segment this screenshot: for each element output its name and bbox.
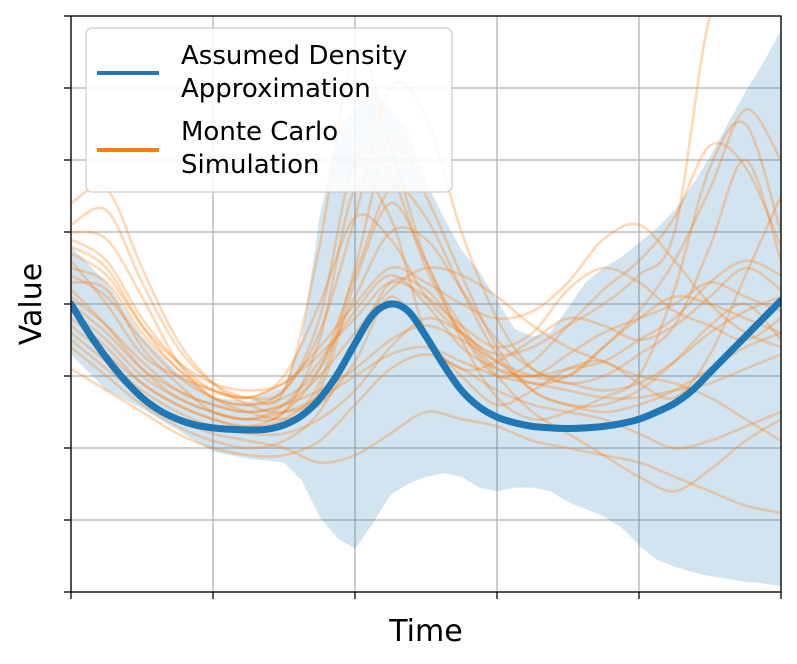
monte-carlo-path bbox=[71, 266, 781, 442]
monte-carlo-path bbox=[71, 295, 781, 414]
monte-carlo-path bbox=[71, 310, 781, 421]
axis-ticks bbox=[64, 15, 782, 599]
monte-carlo-path bbox=[71, 180, 781, 422]
monte-carlo-path bbox=[71, 276, 781, 493]
legend-box bbox=[85, 27, 453, 193]
legend-label-mc-line1: Monte Carlo bbox=[181, 117, 338, 147]
monte-carlo-path bbox=[71, 353, 781, 458]
mean-line bbox=[71, 296, 781, 434]
monte-carlo-layer bbox=[71, 16, 781, 515]
monte-carlo-path bbox=[71, 185, 781, 428]
monte-carlo-path bbox=[71, 294, 781, 437]
monte-carlo-path bbox=[71, 259, 781, 400]
mean-line-layer bbox=[71, 296, 781, 434]
monte-carlo-path bbox=[71, 222, 781, 392]
legend-label-mc-line2: Simulation bbox=[181, 150, 320, 180]
monte-carlo-path bbox=[71, 141, 781, 401]
monte-carlo-path bbox=[71, 158, 781, 407]
plot-area bbox=[71, 16, 781, 587]
x-axis-label: Time bbox=[388, 614, 462, 649]
legend-label-ada-line1: Assumed Density bbox=[181, 41, 407, 71]
y-axis-label: Value bbox=[14, 263, 49, 345]
legend: Assumed Density Approximation Monte Carl… bbox=[85, 27, 453, 193]
monte-carlo-path bbox=[71, 120, 781, 422]
uncertainty-band-layer bbox=[71, 30, 781, 587]
monte-carlo-path bbox=[71, 16, 712, 400]
uncertainty-band bbox=[71, 30, 781, 587]
legend-label-ada-line2: Approximation bbox=[181, 74, 371, 104]
plot-frame bbox=[70, 15, 782, 593]
monte-carlo-path bbox=[71, 259, 781, 421]
